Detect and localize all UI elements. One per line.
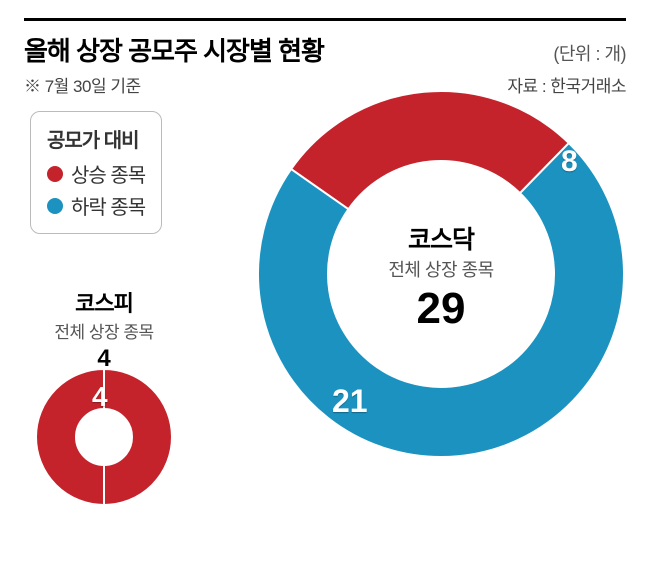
unit-label: (단위 : 개) — [553, 40, 626, 66]
kosdaq-center: 코스닥 전체 상장 종목 29 — [388, 220, 493, 334]
chart-title: 올해 상장 공모주 시장별 현황 — [24, 31, 324, 68]
kosdaq-total: 29 — [388, 284, 493, 334]
title-row: 올해 상장 공모주 시장별 현황 (단위 : 개) — [24, 31, 626, 68]
swatch-up — [47, 166, 63, 182]
legend: 공모가 대비 상승 종목 하락 종목 — [24, 111, 162, 234]
kospi-chart: 코스피 전체 상장 종목 4 4 — [34, 286, 174, 512]
legend-title: 공모가 대비 — [47, 124, 145, 153]
asof-label: ※ 7월 30일 기준 — [24, 72, 141, 97]
legend-item-up: 상승 종목 — [47, 159, 145, 188]
charts-area: 공모가 대비 상승 종목 하락 종목 코스피 전체 상장 종목 4 4 코스닥 … — [24, 111, 626, 511]
legend-item-down: 하락 종목 — [47, 191, 145, 220]
legend-label-up: 상승 종목 — [71, 159, 145, 188]
kosdaq-title: 코스닥 — [388, 220, 493, 256]
kosdaq-sub: 전체 상장 종목 — [388, 256, 493, 282]
header-rule — [24, 18, 626, 21]
kospi-slice-label: 4 — [92, 381, 108, 413]
legend-label-down: 하락 종목 — [71, 191, 145, 220]
swatch-down — [47, 198, 63, 214]
kosdaq-slice-label-1: 21 — [332, 383, 368, 420]
kospi-title: 코스피 — [34, 286, 174, 318]
kosdaq-donut-wrap: 코스닥 전체 상장 종목 29 8 21 — [256, 89, 626, 464]
kospi-donut-wrap: 4 — [34, 367, 174, 512]
kosdaq-chart: 코스닥 전체 상장 종목 29 8 21 — [256, 89, 626, 464]
kosdaq-slice-label-0: 8 — [561, 145, 578, 179]
legend-box: 공모가 대비 상승 종목 하락 종목 — [30, 111, 162, 234]
kospi-sub: 전체 상장 종목 — [34, 318, 174, 343]
